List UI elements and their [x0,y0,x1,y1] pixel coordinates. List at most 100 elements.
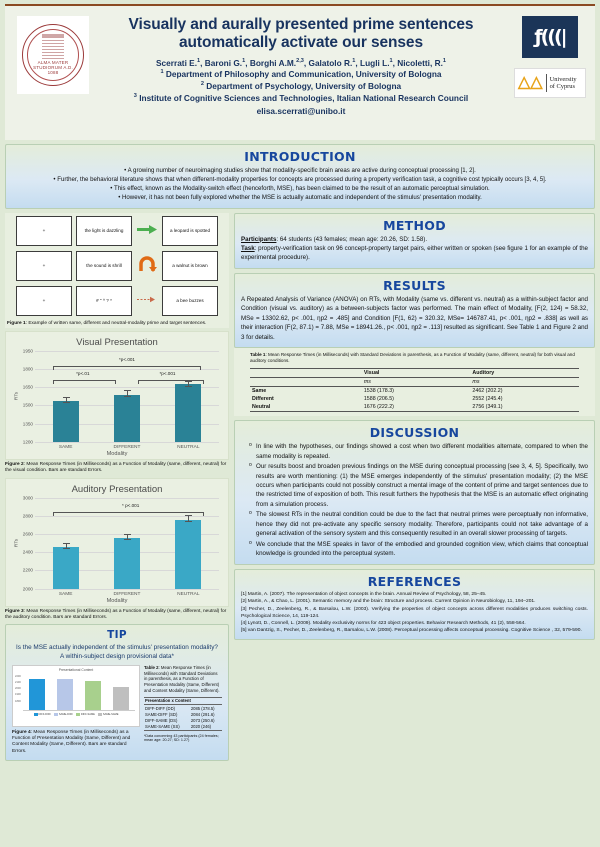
discussion-bullet: We conclude that the MSE speaks in favor… [249,540,588,559]
figure1-row: + the sound is shrill a walnut is brown [7,250,227,281]
auditory-chart-xlabel: Modality [106,597,128,604]
table1-block: Table 1: Mean Response Times (in Millise… [234,347,595,417]
figure1-block: + the light is dazzling a leopard is spo… [5,212,229,328]
reference-item: [4] Lynott, D., Connell, L. (2009). Moda… [241,620,526,626]
figure2-caption-text: : Mean Response Times (in Milliseconds) … [5,461,227,474]
table2-caption-text: : Mean Response Times (in Milliseconds) … [144,664,220,693]
y-tick: 1950 [22,348,33,354]
x-tick: DIFFERENT [113,591,141,597]
reference-item: [1] Martin, A. (2007). The representatio… [241,592,487,598]
figure3-caption-text: : Mean Response Times (in Milliseconds) … [5,608,227,620]
mini-bar-ss [113,686,129,710]
fixation-cross: + [16,250,72,281]
x-tick: NEUTRAL [177,591,200,597]
visual-chart-xticks: SAME DIFFERENT NEUTRAL [35,445,219,450]
y-tick: 2400 [22,549,33,555]
right-logos: ƒ(((| △△ University of Cyprus [509,10,591,136]
figure4-caption: Figure 4: Mean Response Times (in Millis… [12,730,140,755]
table2-header-cell: Presentation x Content [144,696,222,705]
y-tick: 2800 [22,513,33,519]
table1-cell: 1538 (178.3) [363,388,394,395]
tip-question-line2: A within-subject design provisional data… [59,653,175,661]
fixation-cross: + [16,285,72,316]
mini-bar-sd [57,679,73,710]
table1-cell: 2756 (349.1) [470,403,579,413]
table1-unit-row: ms ms [250,377,579,388]
cyprus-logo-text: University of Cyprus [550,76,577,91]
auditory-chart-plot: RTs 3000 2800 2600 2400 2200 2000 * p<.0… [15,495,219,591]
visual-chart-title: Visual Presentation [76,336,158,348]
intro-bullet: A growing number of neuroimaging studies… [12,166,588,175]
legend-label: DIFF-DIFF [38,712,51,716]
references-panel: REFERENCES [1] Martin, A. (2007). The re… [234,569,595,641]
sig-annotation: *p<.01 [76,370,90,376]
table2-header-row: Presentation x Content [144,696,222,705]
auditory-chart-ylabel: RTs [14,538,20,548]
table2-caption: Table 2: Mean Response Times (in Millise… [144,665,222,694]
poster-columns: + the light is dazzling a leopard is spo… [5,212,595,762]
introduction-bullets: A growing number of neuroimaging studies… [12,166,588,203]
x-tick: SAME [58,444,73,450]
bar-group-same [52,351,79,442]
figure3-caption-label: Figure 3 [5,608,24,614]
results-panel: RESULTS A Repeated Analysis of Variance … [234,272,595,348]
reference-item: [3] Pecher, D., Zeelenberg, R., & Barsal… [241,606,588,619]
table1-caption: Table 1: Mean Response Times (in Millise… [250,352,579,364]
participants-text: : 64 students (43 females; mean age: 20.… [276,235,428,243]
table2-caption-label: Table 2 [144,664,159,670]
tip-question-line1: Is the MSE actually independent of the s… [16,644,218,652]
bar-group-different [113,351,140,442]
intro-bullet: This effect, known as the Modality-switc… [12,184,588,193]
visual-chart-bars [35,351,219,442]
prime-sentence: the light is dazzling [76,215,132,246]
legend-item: SAME-SAME [97,712,119,716]
reference-item: [2] Martin, A., & Chao, L. (2001). Seman… [241,599,536,605]
legend-item: DIFF-DIFF [33,712,51,716]
tip-panel: TIP Is the MSE actually independent of t… [5,624,229,762]
prime-sentence: # " ^ ? * [76,285,132,316]
figure1-caption: Figure 1: Example of written same, diffe… [7,321,227,327]
target-sentence: a bee buzzes [162,285,218,316]
logo-divider [545,74,547,92]
legend-label: DIFF-SAME [80,712,95,716]
cyprus-line2: of Cyprus [549,83,575,90]
legend-label: SAME-SAME [102,712,119,716]
intro-bullet: However, it has not been fully explored … [12,193,588,202]
bar-group-different [113,498,140,589]
figure4-bars [23,675,135,711]
y-tick: 2200 [22,567,33,573]
table2-cell: 2084 (291.6) [190,711,215,717]
intro-bullet: Further, the behavioral literature shows… [12,175,588,184]
method-participants: Participants: 64 students (43 females; m… [241,235,588,244]
y-tick: 1200 [22,439,33,445]
y-tick: 3000 [22,495,33,501]
target-sentence: a leopard is spotted [162,215,218,246]
unibo-seal-text: ALMA MATER STUDIORUM A.D. 1088 [33,60,73,75]
y-tick: 1350 [22,421,33,427]
results-heading: RESULTS [383,277,446,293]
author-list: Scerrati E.1, Baroni G.1, Borghi A.M.2,3… [97,58,505,105]
figure3-chart-card: Auditory Presentation RTs 3000 2800 2600… [5,477,229,607]
table-row: Neutral 1676 (222.2) 2756 (349.1) [250,403,579,413]
table1-cell: 2552 (245.4) [472,396,503,403]
y-tick: 2600 [22,531,33,537]
table1-row-label: Different [252,396,274,403]
method-heading: METHOD [383,217,446,233]
mini-bar-ds [85,680,101,710]
table2-cell: DIFF-DIFF (DD) [145,705,176,711]
figure1-caption-label: Figure 1 [7,320,26,326]
table-row: DIFF-SAME (DS) 2073 (250.6) [144,717,222,723]
poster-header: ALMA MATER STUDIORUM A.D. 1088 Visually … [5,4,595,140]
tip-footnote: *Data concerning 43 participants (24 fem… [144,733,219,742]
affiliation-1: 1 Department of Philosophy and Communica… [160,69,442,80]
bar-group-neutral [175,351,202,442]
sig-annotation: *p<.001 [159,370,176,376]
contact-email[interactable]: elisa.scerrati@unibo.it [256,105,346,116]
figure4-legend: DIFF-DIFF SAME-DIFF DIFF-SAME SAME-SAME [15,712,137,716]
method-task: Task: property-verification task on 96 c… [241,244,588,263]
table2-block: Table 2: Mean Response Times (in Millise… [144,665,222,755]
discussion-panel: DISCUSSION In line with the hypotheses, … [234,420,595,566]
fixation-cross: + [16,215,72,246]
y-tick: 1650 [22,384,33,390]
left-column: + the light is dazzling a leopard is spo… [5,212,229,762]
